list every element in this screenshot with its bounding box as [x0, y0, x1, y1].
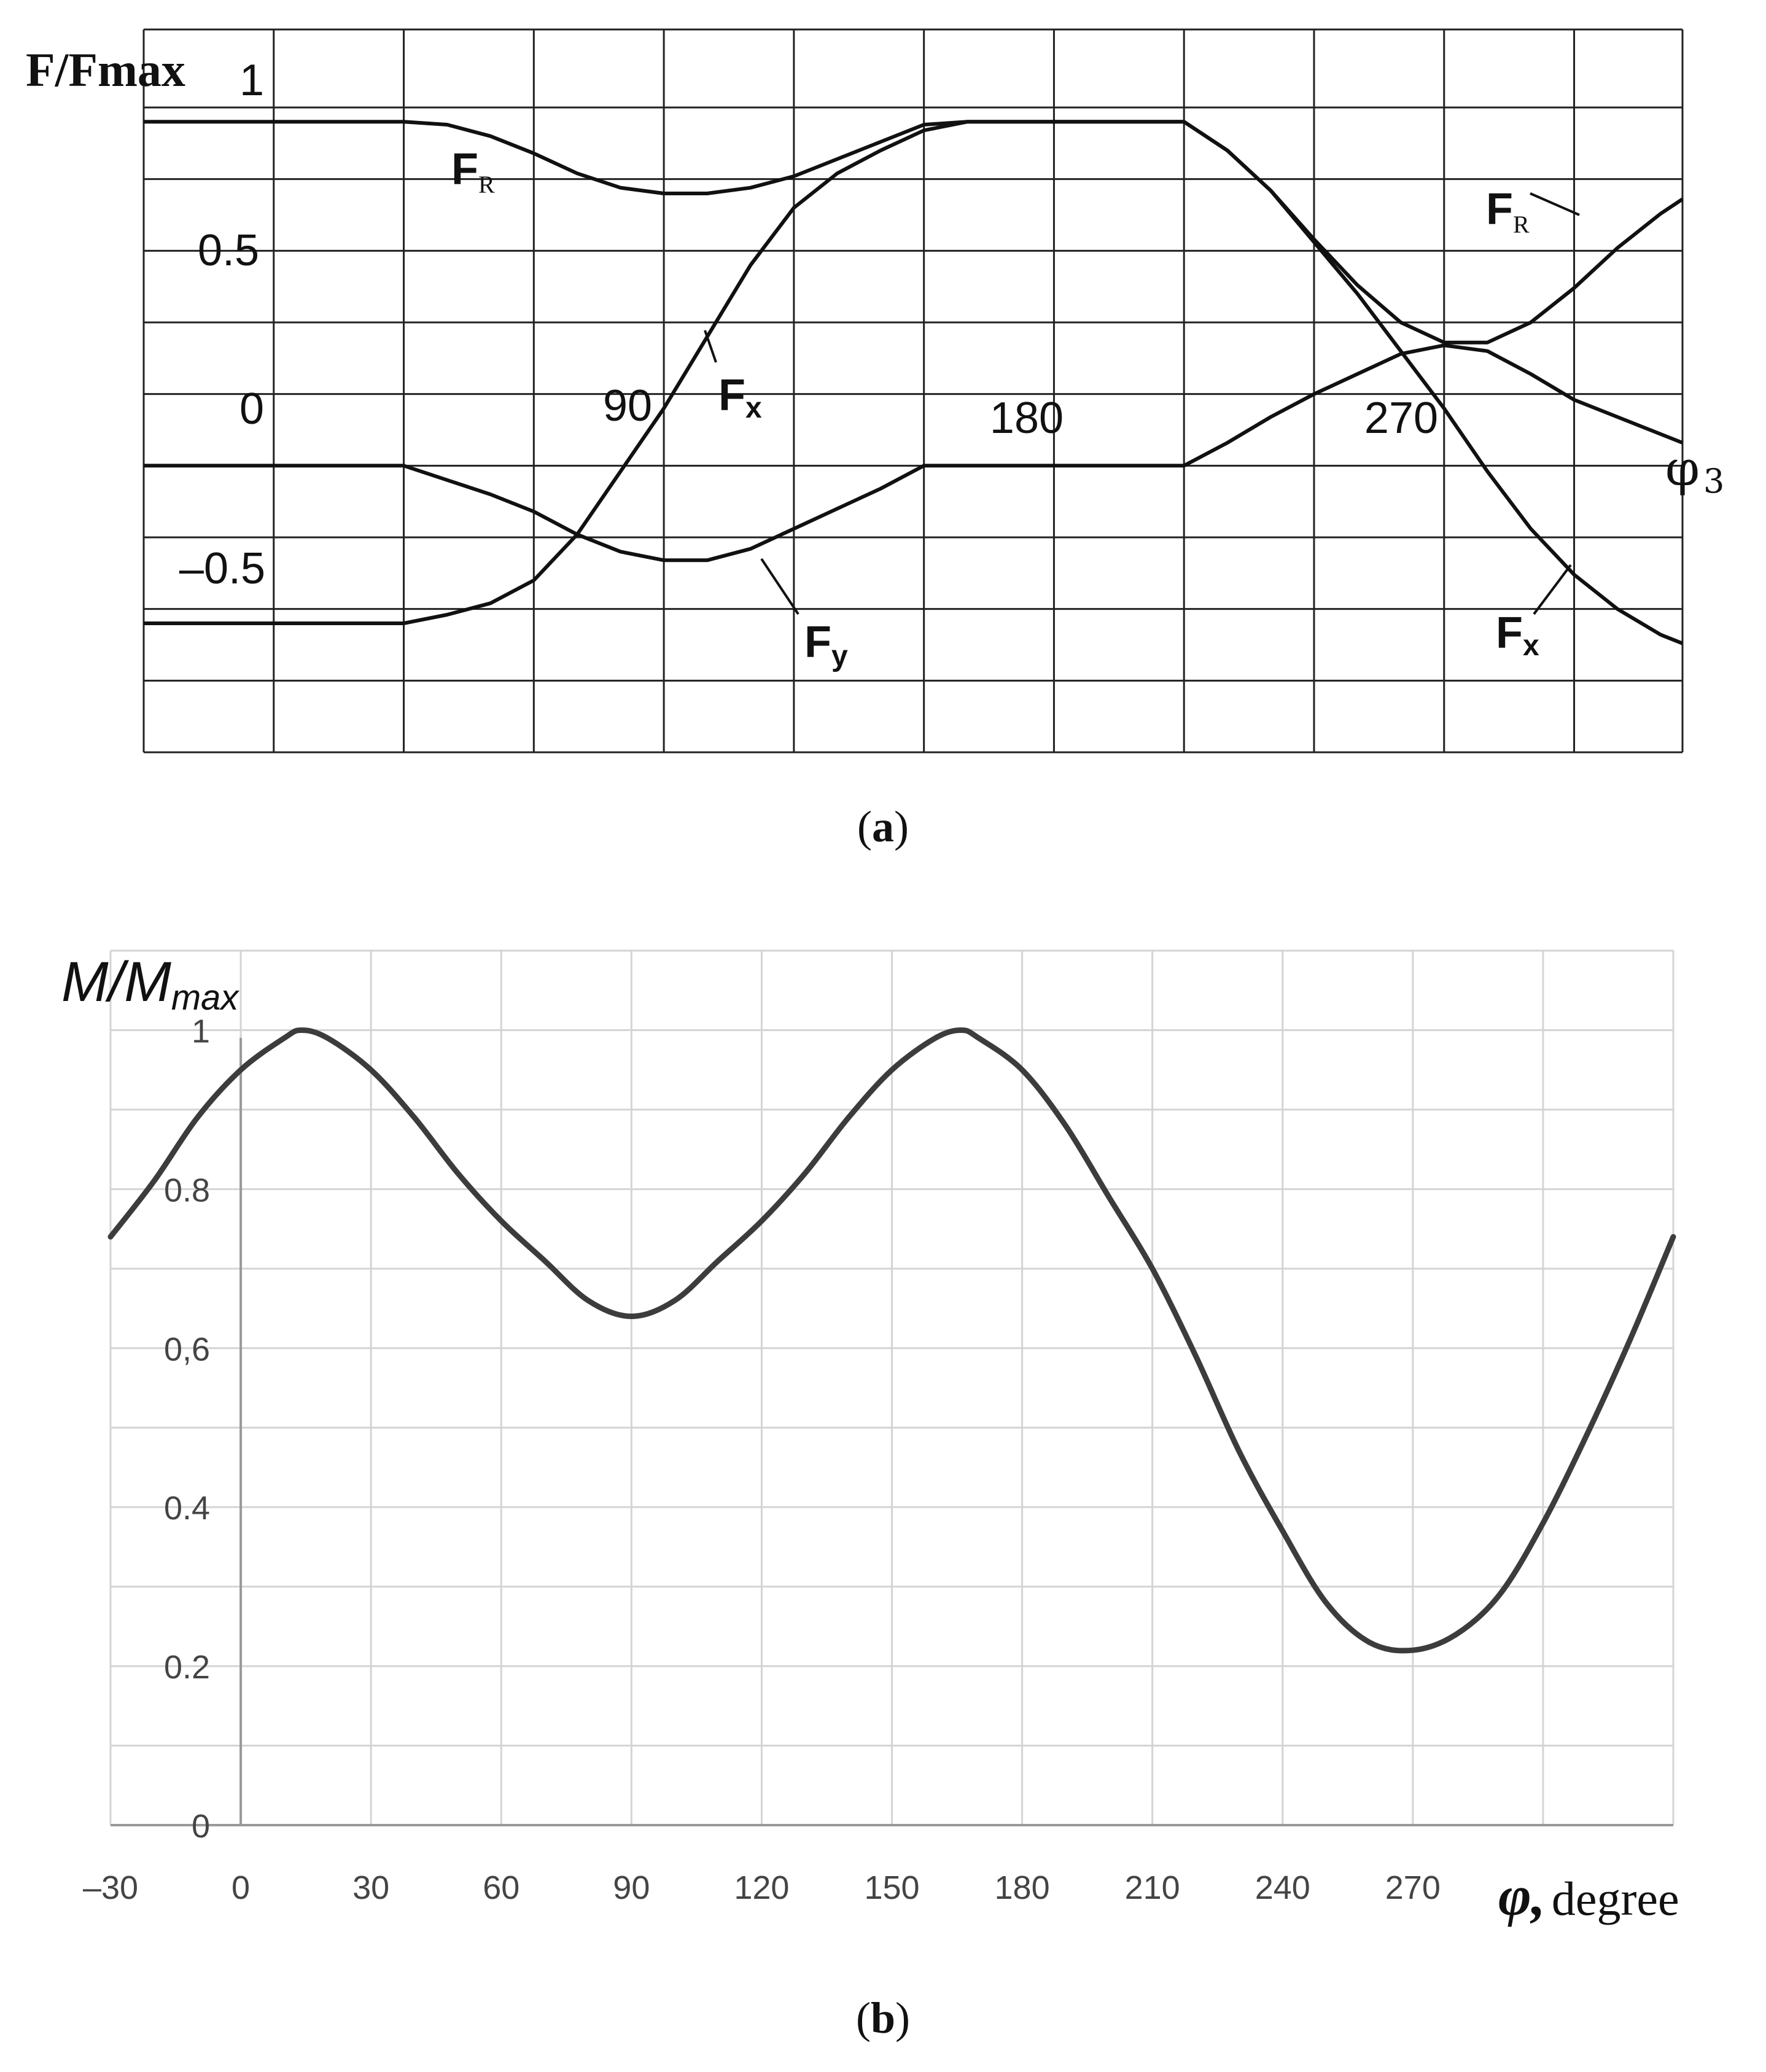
- chart-a-annotation-fx-right: Fx: [1496, 609, 1539, 662]
- chart-a-x-tick-label: 270: [1364, 394, 1438, 443]
- chart-a-annotation-fr-left: FR: [451, 145, 495, 198]
- chart-b-x-tick-label: 0: [231, 1869, 250, 1906]
- chart-a-y-tick-label: 0: [239, 384, 264, 434]
- chart-b-y-tick-label: 0.8: [164, 1172, 210, 1209]
- chart-a-leader-fy: [760, 558, 799, 615]
- chart-b: –30 0 30 60 90 120 150 180 210 240 270 0 0.2 0.4 0,6 0.…: [61, 949, 1679, 2043]
- chart-a-x-tick-label: 90: [603, 381, 652, 430]
- chart-b-curves: [107, 1027, 1676, 1654]
- chart-b-y-tick-label: 0.4: [164, 1490, 210, 1527]
- chart-a-annotation-fr-right: FR: [1486, 185, 1530, 238]
- chart-b-x-tick-label: 210: [1125, 1869, 1180, 1906]
- chart-a-y-tick-label: –0.5: [179, 544, 265, 593]
- chart-a-y-tick-label: 0.5: [198, 226, 259, 275]
- chart-b-y-tick-label: 0: [192, 1808, 210, 1845]
- chart-b-x-tick-label: 60: [483, 1869, 519, 1906]
- chart-a-x-axis-subscript: 3: [1703, 462, 1724, 500]
- chart-b-x-tick-label: –30: [83, 1869, 138, 1906]
- chart-b-y-tick-label: 0.2: [164, 1649, 210, 1686]
- chart-b-x-tick-label: 270: [1385, 1869, 1441, 1906]
- chart-b-y-axis-label: M/Mmax: [61, 951, 239, 1018]
- chart-a-curves: [144, 120, 1684, 645]
- chart-b-x-tick-label: 90: [613, 1869, 650, 1906]
- chart-a-y-tick-label: 1: [239, 56, 264, 105]
- chart-a-leader-fx-mid: [704, 330, 717, 363]
- chart-b-y-axis-label-sub: max: [171, 978, 240, 1018]
- chart-b-x-tick-label: 30: [352, 1869, 389, 1906]
- chart-a-leader-fx-right: [1533, 564, 1572, 615]
- chart-a-annotation-fy: Fy: [804, 618, 848, 672]
- chart-a-series-f-x: [144, 120, 1684, 645]
- chart-b-caption: (b): [856, 1993, 910, 2043]
- chart-b-y-axis-label-main: M/M: [61, 951, 171, 1013]
- chart-b-x-tick-label: 120: [734, 1869, 789, 1906]
- chart-a-series-f-r: [144, 120, 1684, 345]
- chart-a-x-axis-symbol: φ: [1665, 440, 1700, 497]
- chart-a-leader-fr-right: [1530, 192, 1580, 216]
- chart-b-x-tick-label: 180: [995, 1869, 1050, 1906]
- chart-b-x-tick-label: 240: [1255, 1869, 1310, 1906]
- chart-b-y-tick-label: 0,6: [164, 1331, 210, 1368]
- chart-b-ticks: –30 0 30 60 90 120 150 180 210 240 270 0 0.2 0.4 0,6 0.…: [83, 1013, 1441, 1906]
- chart-b-x-axis-word: degree: [1552, 1872, 1679, 1925]
- chart-b-series-m: [107, 1027, 1676, 1654]
- chart-a-caption: (a): [857, 802, 909, 851]
- chart-b-y-tick-label: 1: [192, 1013, 210, 1050]
- chart-a-grid: [142, 28, 1684, 754]
- chart-b-x-tick-label: 150: [864, 1869, 919, 1906]
- chart-b-x-axis-symbol: φ,: [1498, 1864, 1546, 1927]
- chart-b-x-axis-label: φ, degree: [1498, 1864, 1679, 1927]
- chart-a-annotation-fx-mid: Fx: [718, 371, 762, 424]
- chart-a-y-axis-label: F/Fmax: [26, 43, 185, 96]
- chart-a-series-f-y: [144, 343, 1684, 563]
- chart-b-grid: [109, 949, 1675, 1826]
- chart-a-x-tick-label: 180: [990, 394, 1064, 443]
